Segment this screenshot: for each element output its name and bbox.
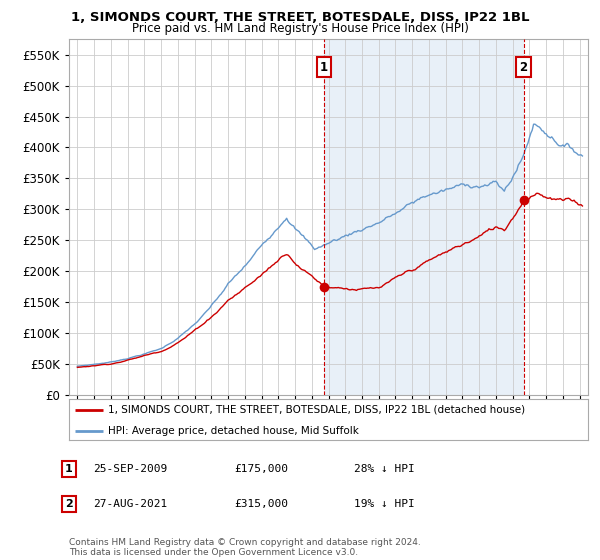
- Bar: [324, 39, 524, 395]
- Text: 1: 1: [320, 60, 328, 73]
- Text: 2: 2: [520, 60, 527, 73]
- Text: HPI: Average price, detached house, Mid Suffolk: HPI: Average price, detached house, Mid …: [108, 426, 359, 436]
- Text: £175,000: £175,000: [234, 464, 288, 474]
- Text: 1: 1: [65, 464, 73, 474]
- Text: 1, SIMONDS COURT, THE STREET, BOTESDALE, DISS, IP22 1BL (detached house): 1, SIMONDS COURT, THE STREET, BOTESDALE,…: [108, 405, 525, 415]
- Text: Contains HM Land Registry data © Crown copyright and database right 2024.
This d: Contains HM Land Registry data © Crown c…: [69, 538, 421, 557]
- Text: Price paid vs. HM Land Registry's House Price Index (HPI): Price paid vs. HM Land Registry's House …: [131, 22, 469, 35]
- Text: 1, SIMONDS COURT, THE STREET, BOTESDALE, DISS, IP22 1BL: 1, SIMONDS COURT, THE STREET, BOTESDALE,…: [71, 11, 529, 24]
- Text: 28% ↓ HPI: 28% ↓ HPI: [354, 464, 415, 474]
- Text: 2: 2: [65, 499, 73, 509]
- Text: 25-SEP-2009: 25-SEP-2009: [93, 464, 167, 474]
- Text: 19% ↓ HPI: 19% ↓ HPI: [354, 499, 415, 509]
- Text: 27-AUG-2021: 27-AUG-2021: [93, 499, 167, 509]
- Text: £315,000: £315,000: [234, 499, 288, 509]
